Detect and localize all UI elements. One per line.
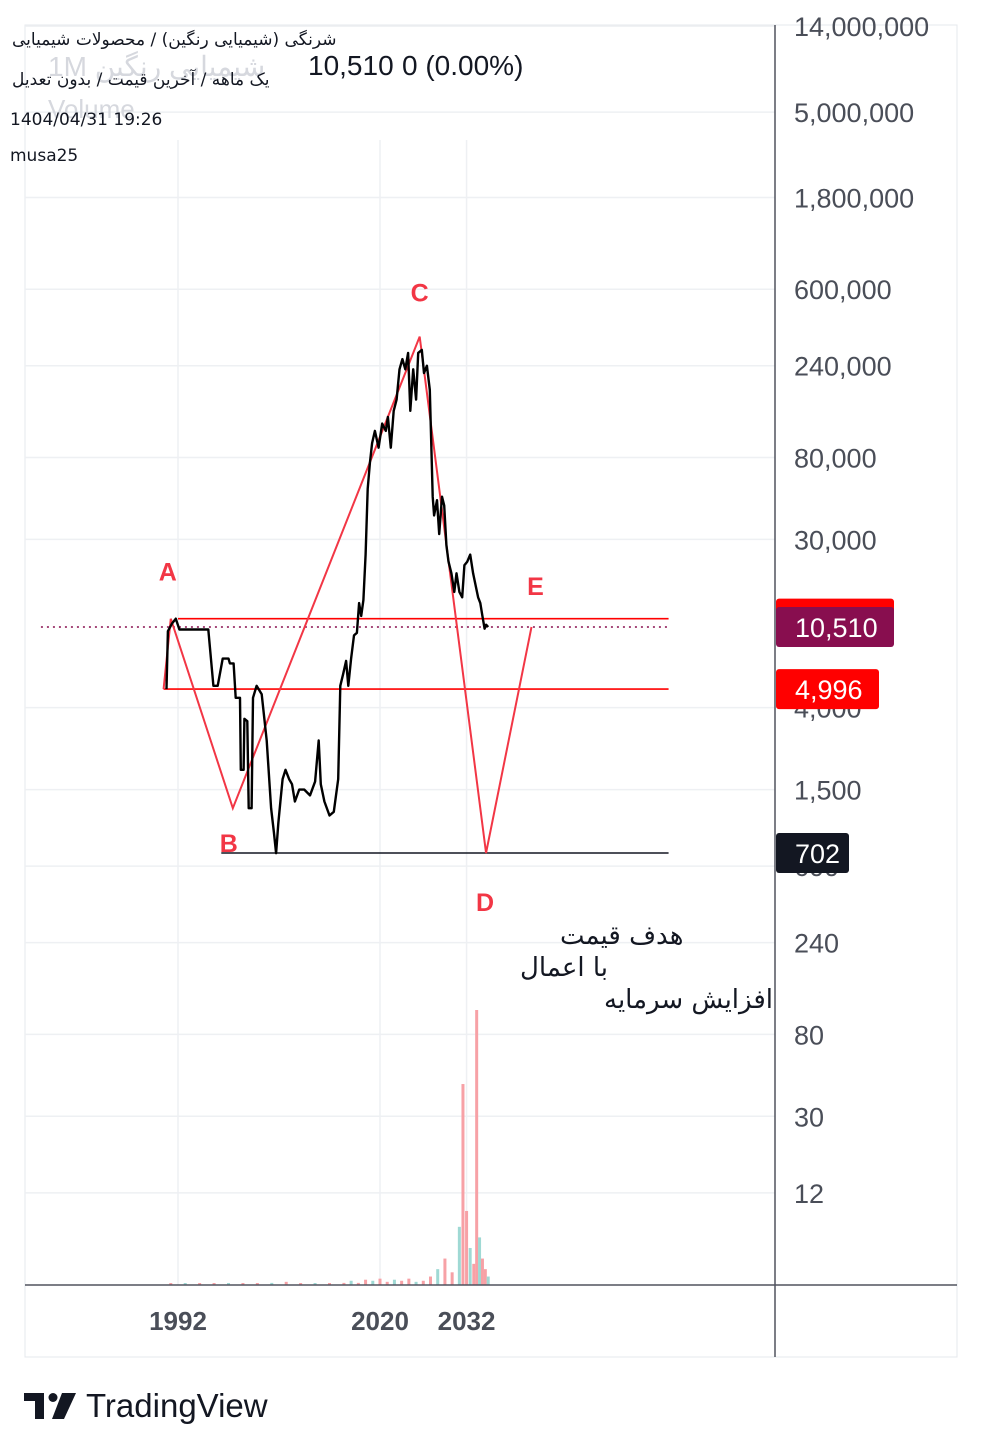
- y-tick-label: 80,000: [794, 443, 877, 473]
- y-tick-label: 12: [794, 1179, 824, 1209]
- volume-bar: [461, 1084, 465, 1285]
- abcde-pattern: [162, 336, 533, 854]
- volume-bar: [400, 1280, 404, 1285]
- volume-bar: [443, 1258, 447, 1285]
- volume-bar: [284, 1281, 288, 1285]
- price-change: 0 (0.00%): [402, 50, 524, 81]
- volume-bar: [313, 1283, 317, 1285]
- pattern-zigzag: [169, 336, 533, 854]
- volume-ghost: Volume: [48, 94, 135, 124]
- volume-bar: [407, 1278, 411, 1285]
- volume-bar: [392, 1279, 396, 1285]
- chart-grid: [24, 24, 958, 1358]
- annotation-text: هدف قیمت: [560, 921, 683, 951]
- y-tick-label: 30: [794, 1102, 824, 1132]
- tradingview-icon: [24, 1393, 76, 1419]
- volume-bar: [414, 1281, 418, 1285]
- price-label-bg: [776, 607, 894, 647]
- volume-bar: [483, 1269, 487, 1285]
- volume-bar: [486, 1276, 490, 1285]
- x-tick-label: 1992: [149, 1306, 207, 1336]
- horizontal-levels: [40, 617, 669, 854]
- y-tick-label: 240,000: [794, 352, 892, 382]
- volume-bar: [429, 1276, 432, 1285]
- volume-bar: [468, 1247, 472, 1285]
- y-tick-label: 1,800,000: [794, 183, 914, 213]
- y-tick-label: 1,500: [794, 776, 862, 806]
- brand-name: TradingView: [86, 1387, 268, 1424]
- symbol-ghost: 1M شیمیایی رنگین: [48, 51, 266, 82]
- price-label: 702: [795, 839, 840, 869]
- volume-bar: [457, 1226, 461, 1285]
- chart-frame: [24, 24, 958, 1358]
- last-price: 10,510: [308, 50, 394, 81]
- price-series: [165, 348, 490, 855]
- y-tick-label: 240: [794, 929, 839, 959]
- volume-bar: [183, 1283, 187, 1285]
- price-label-bg: [776, 669, 879, 710]
- chart-axes: 1992 2020 2032 14,000,000 5,000,000 1,800,000…: [25, 12, 957, 1357]
- chart-settings: یک ماهه / آخرین قیمت / بدون تعدیل: [12, 70, 270, 90]
- volume-bar: [198, 1283, 202, 1285]
- annotation-text: افزایش سرمایه: [604, 985, 773, 1015]
- volume-bar: [436, 1269, 440, 1285]
- volume-bar: [169, 1283, 173, 1285]
- x-tick-label: 2020: [351, 1306, 409, 1336]
- volume-bar: [475, 1010, 479, 1285]
- volume-bar: [450, 1272, 454, 1285]
- volume-bar: [299, 1283, 303, 1285]
- volume-bar: [385, 1281, 389, 1285]
- volume-bar: [255, 1283, 259, 1285]
- volume-bar: [349, 1280, 353, 1285]
- pattern-point-e: E: [527, 573, 544, 601]
- publish-date: 1404/04/31 19:26: [10, 110, 163, 130]
- volume-bar: [356, 1282, 360, 1285]
- x-tick-label: 2032: [438, 1306, 496, 1336]
- volume-bar: [270, 1282, 274, 1285]
- y-tick-label: 5,000,000: [794, 98, 914, 128]
- pattern-point-d: D: [476, 889, 494, 917]
- price-label: 4,996: [795, 675, 863, 705]
- volume-bar: [478, 1237, 482, 1285]
- volume-bar: [465, 1210, 469, 1285]
- volume-bar: [342, 1282, 346, 1285]
- pattern-point-a: A: [159, 559, 177, 587]
- price-label: 10,510: [795, 613, 878, 643]
- volume-bar: [212, 1283, 216, 1285]
- author-name: musa25: [10, 146, 79, 166]
- tradingview-logo[interactable]: TradingView: [24, 1386, 268, 1426]
- y-tick-label: 14,000,000: [794, 12, 929, 42]
- volume-bar: [227, 1283, 230, 1285]
- volume-bar: [371, 1280, 375, 1285]
- volume-bars: [169, 1010, 490, 1285]
- symbol-title: شرنگی (شیمیایی رنگین) / محصولات شیمیایی: [12, 30, 337, 50]
- volume-bar: [378, 1278, 382, 1285]
- annotation-text: با اعمال: [520, 953, 608, 983]
- y-tick-label: 600,000: [794, 275, 892, 305]
- price-line: [165, 348, 490, 855]
- y-tick-label: 80: [794, 1020, 824, 1050]
- price-label-bg: [776, 833, 849, 873]
- y-tick-label: 30,000: [794, 525, 877, 555]
- volume-bar: [472, 1263, 476, 1285]
- volume-bar: [364, 1279, 368, 1285]
- pattern-point-b: B: [220, 830, 238, 858]
- volume-bar: [480, 1258, 484, 1285]
- volume-bar: [328, 1283, 331, 1285]
- volume-bar: [421, 1280, 425, 1285]
- volume-bar: [241, 1283, 245, 1285]
- pattern-point-c: C: [411, 280, 429, 308]
